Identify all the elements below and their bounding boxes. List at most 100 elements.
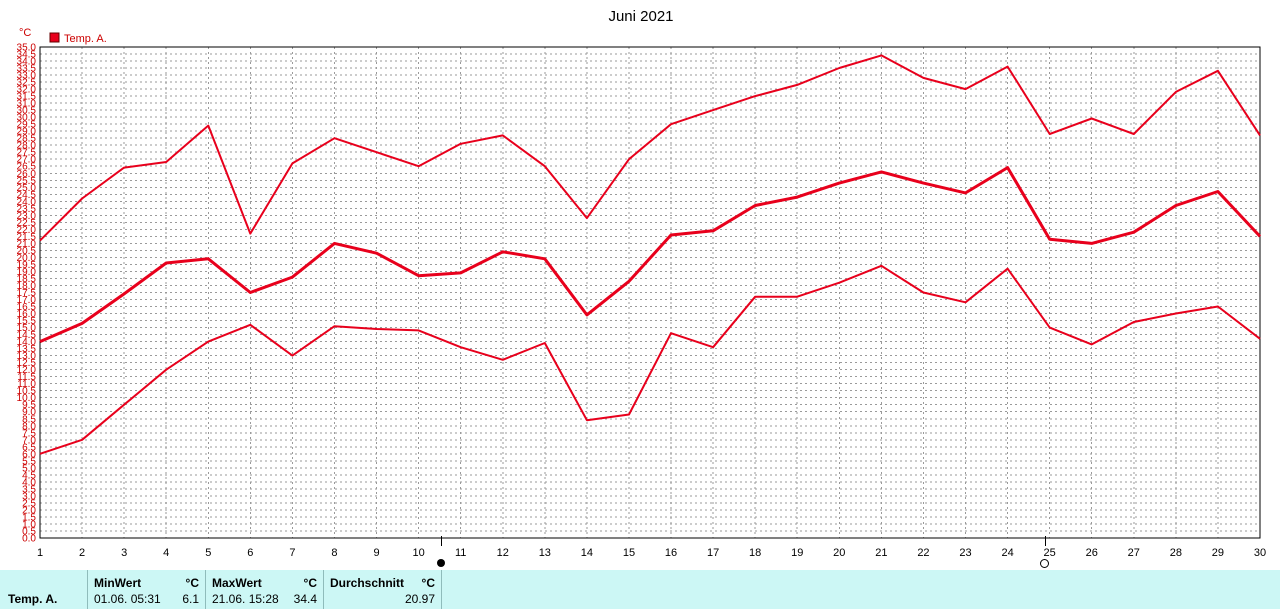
chart-title: Juni 2021 [608,8,673,25]
y-tick-label: 16.5 [17,302,37,313]
x-tick-label: 30 [1254,547,1266,559]
y-tick-label: 10.0 [17,393,37,404]
y-tick-label: 9.5 [22,400,36,411]
y-tick-label: 32.5 [17,78,37,89]
marker-tick [441,536,442,546]
y-tick-label: 11.0 [17,379,36,390]
x-tick-label: 4 [163,547,169,559]
y-tick-label: 1.0 [22,519,36,530]
y-tick-label: 13.5 [17,344,37,355]
grid [40,47,1260,538]
x-tick-label: 29 [1212,547,1224,559]
y-tick-label: 25.5 [17,176,37,187]
y-tick-label: 33.0 [17,71,37,82]
y-tick-label: 27.5 [17,148,37,159]
y-tick-label: 19.5 [17,260,37,271]
y-tick-label: 26.0 [17,169,37,180]
x-tick-label: 19 [791,547,803,559]
y-tick-label: 31.0 [17,99,37,110]
stats-series-cell: Temp. A. [0,570,88,609]
temperature-chart: Juni 2021 °C Temp. A. 0.00.51.01.52.02.5… [17,8,1267,559]
y-tick-label: 2.5 [22,498,36,509]
y-tick-label: 24.0 [17,197,37,208]
y-tick-label: 0.0 [22,534,36,545]
y-tick-label: 29.0 [17,127,37,138]
y-tick-label: 1.5 [22,512,36,523]
range-start-handle[interactable] [437,559,445,567]
max-unit: °C [303,576,317,590]
x-tick-label: 16 [665,547,677,559]
y-tick-label: 17.5 [17,288,37,299]
x-tick-label: 2 [79,547,85,559]
y-tick-label: 23.5 [17,204,37,215]
max-value: 34.4 [293,592,317,606]
max-header: MaxWert [212,576,262,590]
x-tick-label: 10 [412,547,424,559]
y-tick-label: 0.5 [22,526,36,537]
x-tick-label: 9 [373,547,379,559]
y-axis: 0.00.51.01.52.02.53.03.54.04.55.05.56.06… [17,43,37,545]
y-tick-label: 4.0 [22,477,36,488]
min-time: 01.06. 05:31 [94,592,161,606]
series-group [39,54,1262,455]
min-value: 6.1 [182,592,199,606]
y-tick-label: 20.5 [17,246,37,257]
x-tick-label: 14 [581,547,593,559]
y-unit-label: °C [19,27,31,39]
stats-avg-cell: Durchschnitt °C 20.97 [324,570,442,609]
series-line-mean [39,166,1262,343]
y-tick-label: 21.5 [17,232,37,243]
legend-label: Temp. A. [64,33,107,45]
y-tick-label: 8.0 [22,421,36,432]
x-tick-label: 13 [539,547,551,559]
x-tick-label: 20 [833,547,845,559]
x-tick-label: 17 [707,547,719,559]
y-tick-label: 30.0 [17,113,37,124]
y-tick-label: 22.0 [17,225,37,236]
y-tick-label: 9.0 [22,407,36,418]
y-tick-label: 22.5 [17,218,37,229]
y-tick-label: 7.5 [22,428,36,439]
y-tick-label: 14.5 [17,330,37,341]
y-tick-label: 34.0 [17,57,37,68]
x-tick-label: 1 [37,547,43,559]
y-tick-label: 10.5 [17,386,37,397]
y-tick-label: 16.0 [17,309,37,320]
y-tick-label: 33.5 [17,64,37,75]
stats-series-label: Temp. A. [8,592,58,606]
max-time: 21.06. 15:28 [212,592,279,606]
range-end-handle[interactable] [1040,559,1049,568]
x-tick-label: 23 [959,547,971,559]
x-tick-label: 22 [917,547,929,559]
y-tick-label: 29.5 [17,120,37,131]
min-unit: °C [185,576,199,590]
x-tick-label: 11 [455,547,466,559]
y-tick-label: 14.0 [17,337,37,348]
x-tick-label: 15 [623,547,635,559]
x-tick-label: 5 [205,547,211,559]
y-tick-label: 18.5 [17,274,37,285]
avg-header: Durchschnitt [330,576,405,590]
x-tick-label: 21 [875,547,887,559]
x-tick-label: 26 [1086,547,1098,559]
avg-unit: °C [421,576,435,590]
y-tick-label: 30.5 [17,106,37,117]
x-tick-label: 24 [1001,547,1013,559]
y-tick-label: 23.0 [17,211,37,222]
x-tick-label: 8 [331,547,337,559]
x-tick-label: 6 [247,547,253,559]
y-tick-label: 19.0 [17,267,37,278]
plot-frame [39,46,1261,539]
x-tick-label: 18 [749,547,761,559]
y-tick-label: 7.0 [22,435,36,446]
y-tick-label: 35.0 [17,43,37,54]
y-tick-label: 28.0 [17,141,37,152]
y-tick-label: 5.0 [22,463,36,474]
y-tick-label: 3.5 [22,484,36,495]
y-tick-label: 11.5 [17,372,36,383]
y-tick-label: 6.0 [22,449,36,460]
y-tick-label: 20.0 [17,253,37,264]
y-tick-label: 26.5 [17,162,37,173]
stats-max-cell: MaxWert °C 21.06. 15:28 34.4 [206,570,324,609]
y-tick-label: 31.5 [17,92,37,103]
